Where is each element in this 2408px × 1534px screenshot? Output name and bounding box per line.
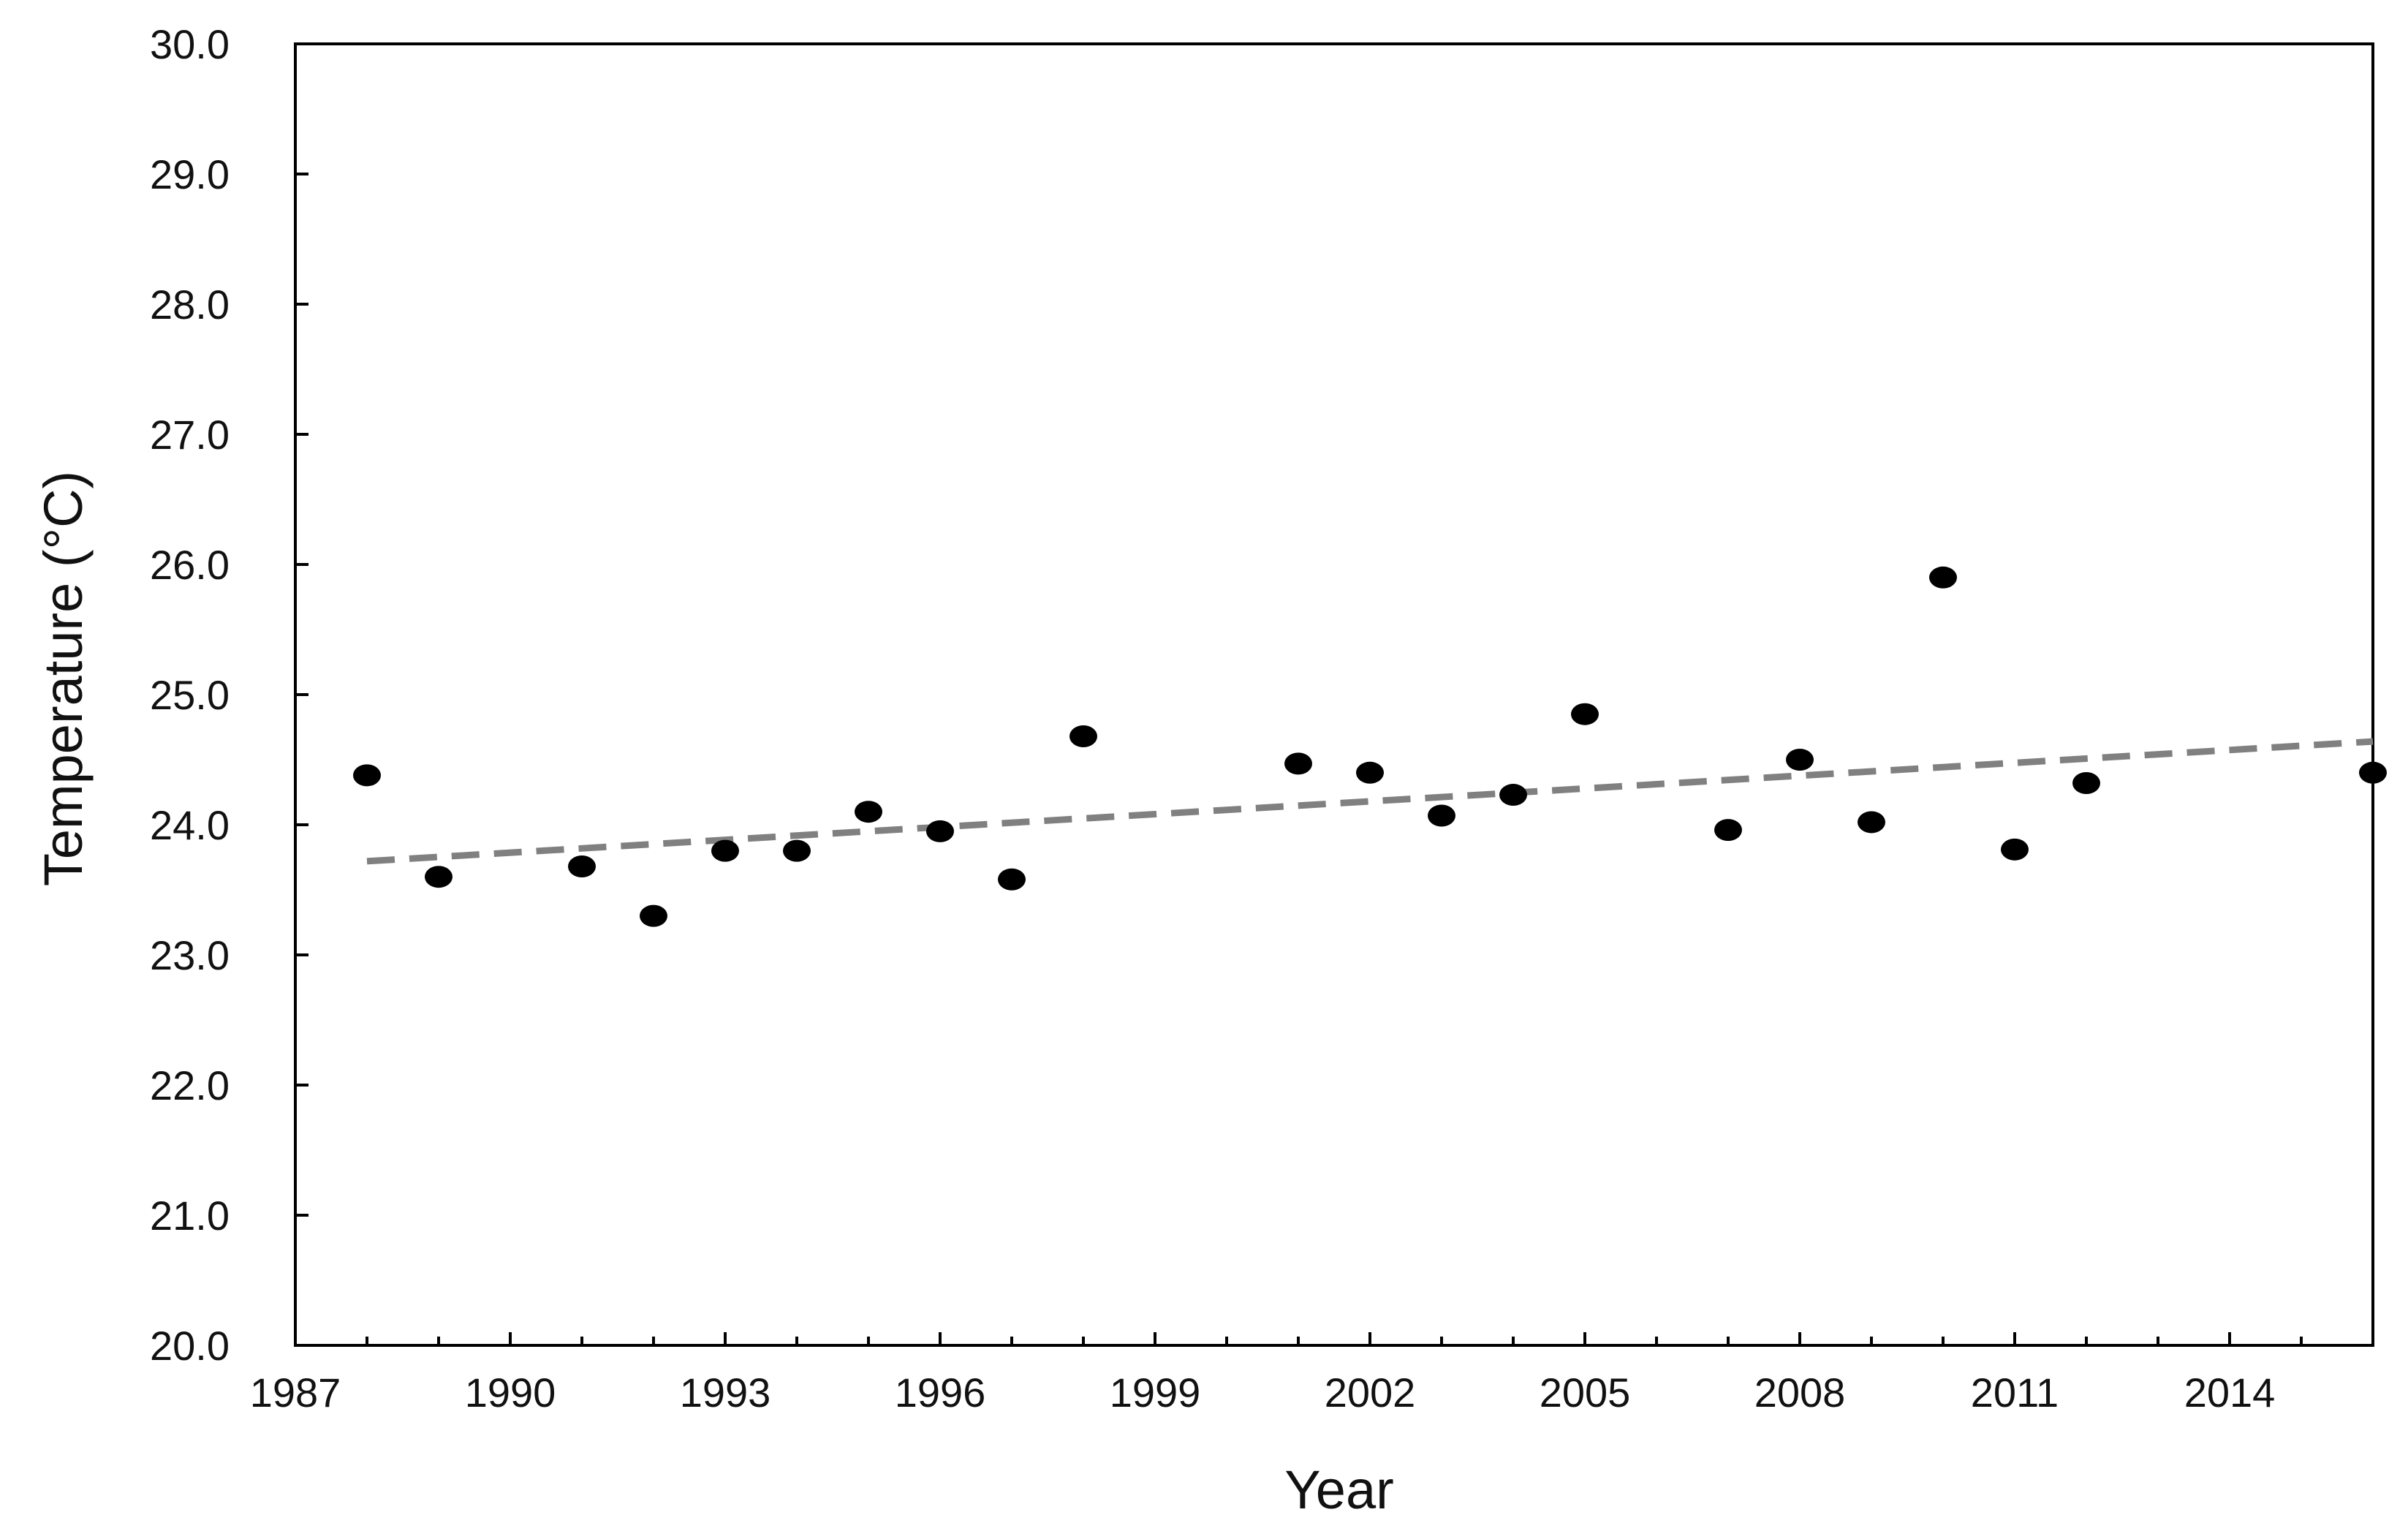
x-tick-label: 2014 [2184,1369,2276,1416]
data-point [711,839,739,862]
x-tick-label: 2011 [1971,1369,2059,1416]
data-point [998,868,1026,891]
data-point [425,866,453,888]
y-tick-label: 22.0 [150,1062,230,1108]
x-axis: 1987 1990 1993 1996 1999 2002 2005 2008 2011 2014 [250,1332,2374,1416]
trendline-layer [366,738,2374,865]
points-layer [353,566,2387,927]
x-axis-title: Year [1284,1459,1394,1520]
data-point [783,839,811,862]
y-axis: 20.0 21.0 22.0 23.0 24.0 25.0 26.0 27.0 28.0 29.0… [150,21,308,1369]
x-tick-label: 2008 [1754,1369,1846,1416]
data-point [2072,772,2100,795]
data-point [1069,725,1097,747]
x-tick-label: 2002 [1325,1369,1416,1416]
data-point [568,855,596,877]
y-tick-label: 20.0 [150,1323,230,1369]
data-point [1858,811,1885,834]
y-tick-label: 24.0 [150,802,230,848]
data-point [2001,838,2029,861]
data-point [1929,566,1957,589]
data-point [1786,749,1814,771]
y-tick-label: 28.0 [150,282,230,328]
y-tick-label: 29.0 [150,151,230,197]
y-tick-label: 25.0 [150,672,230,718]
x-tick-label: 1999 [1110,1369,1201,1416]
y-tick-label: 23.0 [150,932,230,978]
x-tick-label: 1990 [465,1369,556,1416]
y-tick-label: 26.0 [150,542,230,588]
data-point [1428,804,1455,827]
data-point [353,764,381,787]
x-tick-label: 1993 [680,1369,771,1416]
data-point [2359,761,2387,784]
y-tick-label: 30.0 [150,21,230,67]
x-tick-label: 1987 [250,1369,341,1416]
data-point [926,820,954,842]
x-tick-label: 2005 [1540,1369,1631,1416]
data-point [1356,761,1384,784]
data-point [640,904,667,927]
data-point [1284,752,1312,775]
data-point [1571,703,1599,725]
x-tick-label: 1996 [895,1369,986,1416]
data-point [1499,784,1527,806]
data-point [1714,819,1742,842]
data-point [855,801,882,823]
trendline [366,738,2374,865]
y-tick-label: 21.0 [150,1193,230,1239]
y-axis-title: Temperature (°C) [33,471,94,886]
y-tick-label: 27.0 [150,412,230,458]
